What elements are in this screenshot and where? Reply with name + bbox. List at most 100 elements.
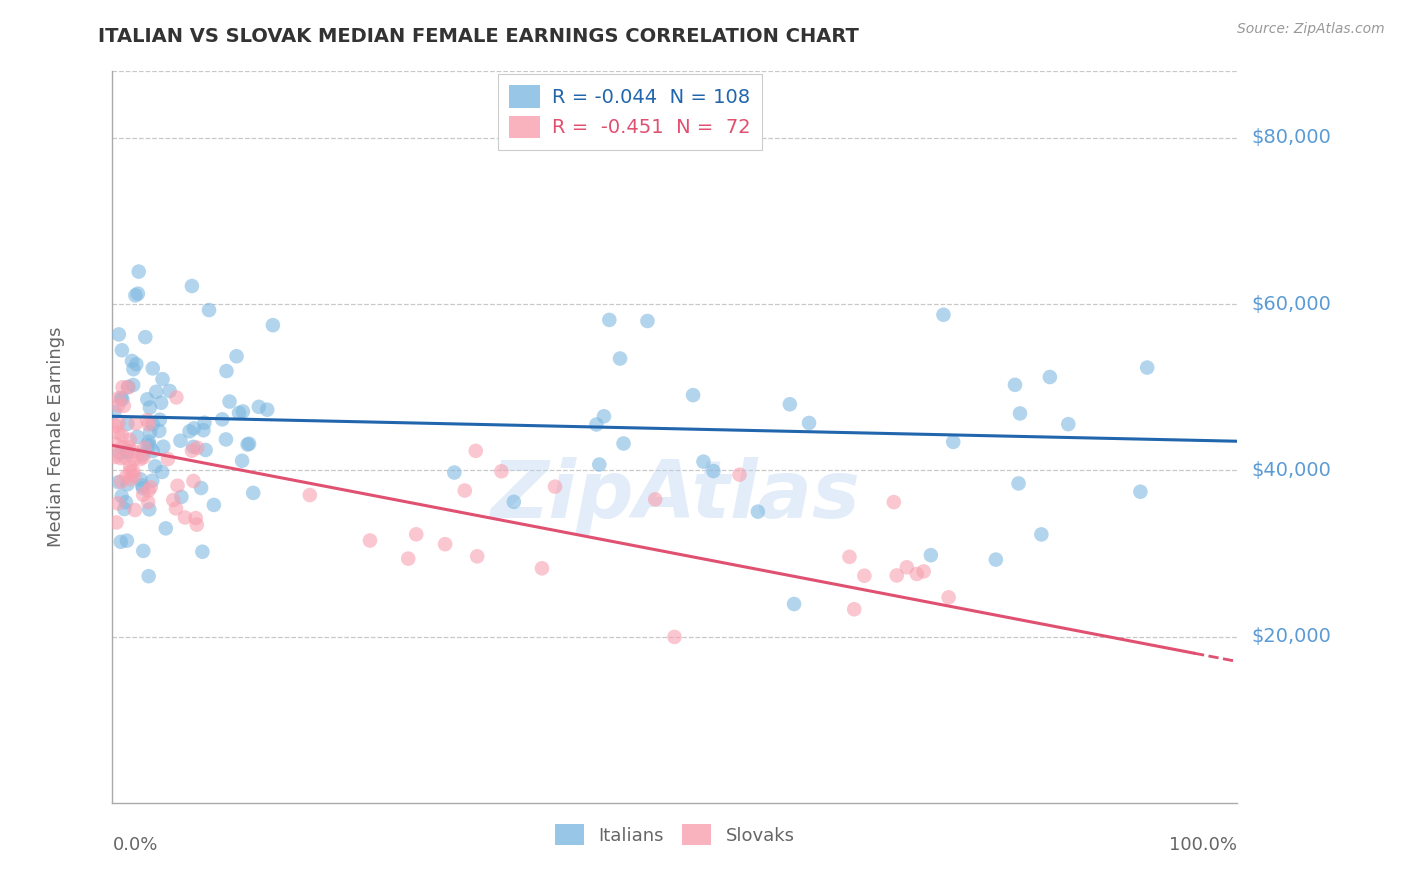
Point — [107, 391, 129, 405]
Point — [886, 568, 908, 582]
Point — [152, 372, 174, 386]
Point — [131, 447, 153, 461]
Point — [186, 441, 208, 455]
Point — [174, 510, 197, 524]
Point — [215, 433, 238, 447]
Point — [215, 364, 238, 378]
Point — [464, 443, 486, 458]
Point — [118, 433, 141, 447]
Point — [588, 458, 610, 472]
Point — [682, 388, 704, 402]
Point — [585, 417, 607, 432]
Point — [238, 437, 260, 451]
Point — [242, 486, 264, 500]
Point — [779, 397, 801, 411]
Point — [105, 516, 128, 530]
Point — [110, 391, 132, 405]
Point — [148, 424, 170, 438]
Point — [202, 498, 225, 512]
Point — [117, 444, 139, 458]
Point — [110, 534, 132, 549]
Point — [142, 417, 165, 432]
Point — [110, 451, 132, 466]
Point — [396, 551, 419, 566]
Point — [184, 511, 207, 525]
Point — [104, 450, 127, 464]
Point — [122, 464, 145, 478]
Point — [491, 464, 513, 478]
Point — [434, 537, 457, 551]
Point — [190, 481, 212, 495]
Point — [142, 361, 165, 376]
Point — [159, 384, 181, 398]
Point — [883, 495, 905, 509]
Point — [502, 495, 524, 509]
Point — [138, 483, 160, 498]
Point — [853, 568, 876, 582]
Point — [112, 399, 135, 413]
Point — [103, 405, 125, 419]
Point — [108, 446, 131, 460]
Point — [139, 401, 162, 415]
Point — [405, 527, 427, 541]
Point — [664, 630, 686, 644]
Point — [598, 313, 620, 327]
Point — [115, 469, 138, 483]
Point — [107, 475, 129, 490]
Point — [117, 417, 139, 431]
Text: Median Female Earnings: Median Female Earnings — [48, 326, 65, 548]
Point — [443, 466, 465, 480]
Point — [117, 477, 139, 491]
Point — [111, 489, 134, 503]
Point — [170, 490, 193, 504]
Point — [111, 392, 134, 407]
Point — [198, 303, 221, 318]
Point — [838, 549, 860, 564]
Point — [139, 480, 162, 494]
Point — [107, 496, 129, 510]
Point — [131, 478, 153, 492]
Point — [138, 434, 160, 449]
Point — [612, 436, 634, 450]
Point — [124, 468, 146, 483]
Text: ITALIAN VS SLOVAK MEDIAN FEMALE EARNINGS CORRELATION CHART: ITALIAN VS SLOVAK MEDIAN FEMALE EARNINGS… — [98, 27, 859, 45]
Point — [166, 478, 188, 492]
Point — [112, 502, 135, 516]
Point — [124, 288, 146, 302]
Point — [1136, 360, 1159, 375]
Point — [692, 455, 714, 469]
Point — [193, 423, 215, 437]
Point — [117, 380, 139, 394]
Point — [256, 402, 278, 417]
Point — [149, 413, 172, 427]
Point — [125, 417, 148, 431]
Point — [169, 434, 191, 448]
Point — [728, 467, 751, 482]
Point — [124, 451, 146, 466]
Text: 0.0%: 0.0% — [112, 836, 157, 854]
Point — [105, 419, 128, 434]
Point — [120, 472, 142, 486]
Point — [121, 354, 143, 368]
Point — [896, 560, 918, 574]
Point — [107, 416, 129, 430]
Point — [1007, 476, 1029, 491]
Point — [122, 378, 145, 392]
Point — [143, 459, 166, 474]
Point — [644, 492, 666, 507]
Text: $60,000: $60,000 — [1251, 294, 1331, 314]
Point — [107, 399, 129, 413]
Point — [194, 442, 217, 457]
Point — [193, 416, 215, 430]
Point — [1039, 370, 1062, 384]
Point — [180, 279, 202, 293]
Point — [905, 566, 928, 581]
Point — [152, 440, 174, 454]
Point — [1031, 527, 1053, 541]
Point — [211, 412, 233, 426]
Point — [232, 404, 254, 418]
Point — [136, 392, 159, 407]
Point — [218, 394, 240, 409]
Point — [127, 430, 149, 444]
Text: $20,000: $20,000 — [1251, 627, 1331, 646]
